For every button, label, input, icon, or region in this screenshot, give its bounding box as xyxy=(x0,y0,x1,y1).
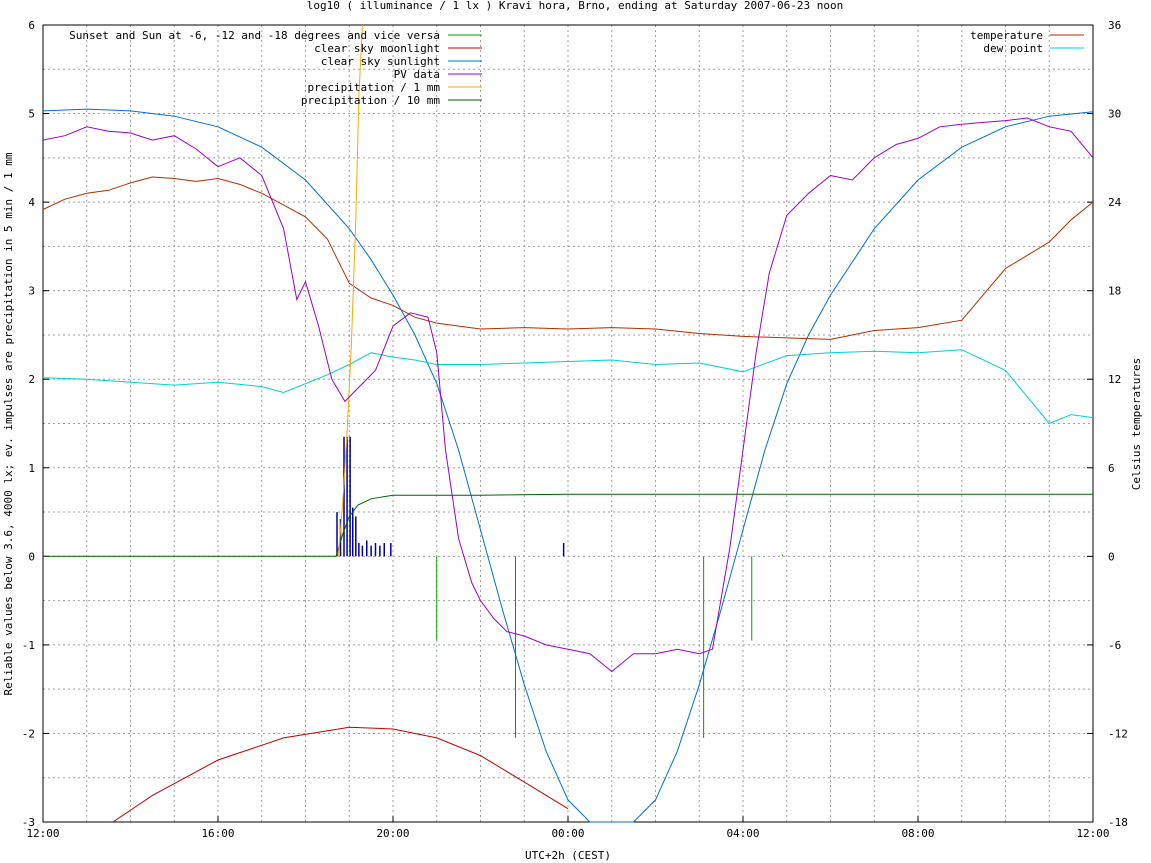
y-axis-ticks: -3 -2 -1 0 1 2 3 4 5 6 xyxy=(22,19,49,829)
legend-left-label: clear sky moonlight xyxy=(314,42,440,55)
x-tick-label: 04:00 xyxy=(726,827,759,840)
x-tick-label: 12:00 xyxy=(1076,827,1109,840)
series-moonlight xyxy=(112,726,569,823)
y2-tick-label: -12 xyxy=(1108,727,1128,740)
x-tick-label: 12:00 xyxy=(26,827,59,840)
y-tick-label: -2 xyxy=(22,727,35,740)
series-precipitation-10mm xyxy=(43,493,1093,557)
y-tick-label: 5 xyxy=(28,108,35,121)
y-tick-label: -1 xyxy=(22,639,35,652)
series-sunlight xyxy=(42,108,1094,823)
legend-left-label: precipitation / 10 mm xyxy=(301,94,440,107)
x-tick-label: 16:00 xyxy=(201,827,234,840)
y2-tick-label: -18 xyxy=(1108,816,1128,829)
legend-left-label: PV data xyxy=(394,68,440,81)
y2-tick-label: 6 xyxy=(1108,462,1115,475)
y2-axis-ticks: -18 -12 -6 0 6 12 18 24 30 36 xyxy=(1087,19,1128,829)
x-tick-label: 08:00 xyxy=(901,827,934,840)
y2-tick-label: 0 xyxy=(1108,550,1115,563)
x-axis-label: UTC+2h (CEST) xyxy=(525,849,611,862)
x-tick-label: 20:00 xyxy=(376,827,409,840)
y2-tick-label: 30 xyxy=(1108,108,1121,121)
legend-left-label: clear sky sunlight xyxy=(321,55,440,68)
y-tick-label: 2 xyxy=(28,373,35,386)
series-group xyxy=(42,24,1094,823)
y-tick-label: 3 xyxy=(28,285,35,298)
legend-left: Sunset and Sun at -6, -12 and -18 degree… xyxy=(69,29,482,107)
series-pv-data xyxy=(42,117,1094,673)
y-tick-label: 0 xyxy=(28,550,35,563)
y2-tick-label: 36 xyxy=(1108,19,1121,32)
chart-title: log10 ( illuminance / 1 lx ) Kravi hora,… xyxy=(307,0,843,12)
y2-tick-label: 18 xyxy=(1108,285,1121,298)
y-tick-label: 1 xyxy=(28,462,35,475)
y-tick-label: 4 xyxy=(28,196,35,209)
grid-lines xyxy=(43,25,1093,822)
series-dew-point xyxy=(42,349,1094,425)
x-tick-label: 00:00 xyxy=(551,827,584,840)
y2-tick-label: 12 xyxy=(1108,373,1121,386)
series-precipitation-1mm xyxy=(337,24,363,557)
y2-tick-label: -6 xyxy=(1108,639,1121,652)
y-axis-label: Reliable values below 3.6, 4000 lx; ev. … xyxy=(2,152,15,695)
y2-axis-label: Celsius temperatures xyxy=(1130,358,1143,490)
legend-left-label: precipitation / 1 mm xyxy=(308,81,441,94)
legend-left-label: Sunset and Sun at -6, -12 and -18 degree… xyxy=(69,29,440,42)
x-axis-ticks: 12:00 16:00 20:00 00:00 04:00 08:00 12:00 xyxy=(26,816,1110,840)
y-tick-label: -3 xyxy=(22,816,35,829)
y2-tick-label: 24 xyxy=(1108,196,1122,209)
legend-right-label: dew point xyxy=(983,42,1043,55)
y-tick-label: 6 xyxy=(28,19,35,32)
legend-right-label: temperature xyxy=(970,29,1043,42)
series-temperature xyxy=(42,176,1094,340)
